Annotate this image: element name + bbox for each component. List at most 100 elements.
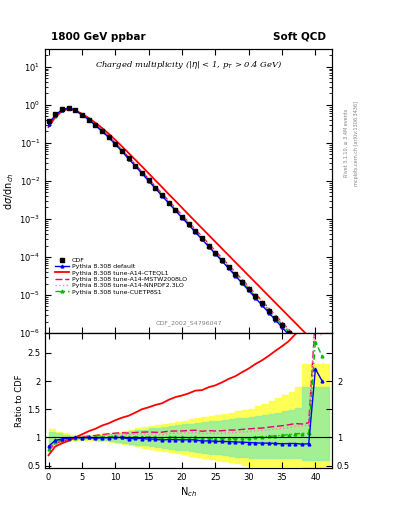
Pythia 8.308 tune-A14-NNPDF2.3LO (180, 212, 184, 219)
Pythia 8.308 tune-A14-CTEQL1 (200, 225, 204, 231)
Pythia 8.308 tune-CUETP8S1 (233, 271, 238, 278)
Pythia 8.308 tune-CUETP8S1 (240, 279, 244, 285)
Pythia 8.308 default (140, 170, 144, 177)
Pythia 8.308 tune-A14-CTEQL1 (253, 280, 258, 286)
Pythia 8.308 tune-CUETP8S1 (79, 112, 84, 118)
CDF (307, 352, 311, 358)
Pythia 8.308 tune-A14-NNPDF2.3LO (166, 198, 171, 204)
Line: Pythia 8.308 tune-A14-MSTW2008LO: Pythia 8.308 tune-A14-MSTW2008LO (48, 109, 322, 365)
Text: Charged multiplicity (|$\eta$| < 1, p$_T$ > 0.4 GeV): Charged multiplicity (|$\eta$| < 1, p$_T… (95, 58, 282, 71)
CDF (286, 330, 291, 336)
CDF (266, 308, 271, 314)
Text: Rivet 3.1.10, ≥ 3.4M events: Rivet 3.1.10, ≥ 3.4M events (344, 109, 349, 178)
Pythia 8.308 tune-A14-MSTW2008LO (99, 127, 104, 133)
Pythia 8.308 default (119, 148, 124, 155)
Pythia 8.308 default (126, 156, 131, 162)
Pythia 8.308 tune-A14-NNPDF2.3LO (59, 108, 64, 114)
Pythia 8.308 tune-A14-CTEQL1 (126, 150, 131, 156)
Pythia 8.308 default (300, 347, 305, 353)
Pythia 8.308 tune-A14-NNPDF2.3LO (133, 162, 138, 168)
Pythia 8.308 default (53, 112, 57, 118)
Pythia 8.308 tune-A14-MSTW2008LO (273, 312, 278, 318)
Pythia 8.308 tune-A14-MSTW2008LO (133, 161, 138, 167)
Pythia 8.308 tune-A14-CTEQL1 (166, 191, 171, 197)
Pythia 8.308 tune-A14-MSTW2008LO (46, 122, 51, 129)
Pythia 8.308 tune-A14-CTEQL1 (300, 327, 305, 333)
Pythia 8.308 tune-A14-NNPDF2.3LO (233, 270, 238, 276)
Pythia 8.308 tune-A14-MSTW2008LO (126, 154, 131, 160)
Pythia 8.308 default (220, 258, 224, 264)
Pythia 8.308 tune-A14-NNPDF2.3LO (320, 362, 325, 369)
Line: CDF: CDF (46, 105, 324, 385)
CDF (320, 379, 325, 386)
Pythia 8.308 default (133, 163, 138, 169)
CDF (180, 214, 184, 220)
Pythia 8.308 tune-A14-NNPDF2.3LO (106, 134, 111, 140)
Pythia 8.308 tune-A14-CTEQL1 (307, 333, 311, 339)
Pythia 8.308 tune-A14-MSTW2008LO (173, 205, 178, 211)
Pythia 8.308 tune-A14-MSTW2008LO (93, 121, 97, 127)
Pythia 8.308 tune-A14-CTEQL1 (46, 124, 51, 130)
Pythia 8.308 tune-A14-MSTW2008LO (79, 112, 84, 118)
Pythia 8.308 tune-A14-CTEQL1 (186, 211, 191, 218)
Pythia 8.308 tune-CUETP8S1 (280, 322, 285, 328)
Pythia 8.308 tune-A14-NNPDF2.3LO (160, 191, 164, 197)
Pythia 8.308 default (260, 302, 264, 308)
Pythia 8.308 tune-A14-MSTW2008LO (160, 190, 164, 197)
Text: mcplots.cern.ch [arXiv:1306.3436]: mcplots.cern.ch [arXiv:1306.3436] (354, 101, 359, 186)
Pythia 8.308 default (246, 287, 251, 293)
Y-axis label: d$\sigma$/dn$_{ch}$: d$\sigma$/dn$_{ch}$ (3, 172, 17, 210)
Pythia 8.308 tune-CUETP8S1 (313, 357, 318, 364)
Pythia 8.308 tune-A14-NNPDF2.3LO (220, 255, 224, 262)
Pythia 8.308 default (206, 244, 211, 250)
CDF (153, 185, 158, 191)
CDF (193, 228, 198, 234)
CDF (146, 177, 151, 183)
Pythia 8.308 tune-A14-MSTW2008LO (213, 248, 218, 254)
CDF (313, 374, 318, 380)
Line: Pythia 8.308 tune-A14-CTEQL1: Pythia 8.308 tune-A14-CTEQL1 (48, 109, 322, 350)
CDF (200, 235, 204, 241)
Pythia 8.308 default (113, 141, 118, 147)
Pythia 8.308 default (153, 185, 158, 191)
Pythia 8.308 tune-A14-CTEQL1 (106, 131, 111, 137)
CDF (206, 243, 211, 249)
CDF (93, 122, 97, 128)
Pythia 8.308 tune-CUETP8S1 (260, 300, 264, 306)
Pythia 8.308 tune-A14-NNPDF2.3LO (313, 355, 318, 361)
CDF (140, 170, 144, 176)
Pythia 8.308 tune-CUETP8S1 (133, 162, 138, 168)
CDF (173, 207, 178, 213)
Pythia 8.308 tune-CUETP8S1 (46, 121, 51, 127)
Line: Pythia 8.308 tune-CUETP8S1: Pythia 8.308 tune-CUETP8S1 (47, 107, 323, 369)
Pythia 8.308 tune-A14-MSTW2008LO (59, 108, 64, 114)
Pythia 8.308 tune-A14-MSTW2008LO (266, 305, 271, 311)
Pythia 8.308 tune-A14-NNPDF2.3LO (280, 320, 285, 326)
Pythia 8.308 tune-CUETP8S1 (93, 122, 97, 128)
Pythia 8.308 default (293, 339, 298, 345)
Pythia 8.308 tune-A14-NNPDF2.3LO (46, 122, 51, 128)
Pythia 8.308 tune-A14-MSTW2008LO (153, 183, 158, 189)
Pythia 8.308 tune-CUETP8S1 (99, 128, 104, 134)
Pythia 8.308 tune-A14-MSTW2008LO (166, 198, 171, 204)
X-axis label: N$_{ch}$: N$_{ch}$ (180, 485, 197, 499)
Pythia 8.308 tune-A14-NNPDF2.3LO (79, 112, 84, 118)
Pythia 8.308 tune-A14-MSTW2008LO (119, 147, 124, 153)
CDF (273, 315, 278, 321)
CDF (53, 111, 57, 117)
Pythia 8.308 tune-A14-MSTW2008LO (300, 341, 305, 347)
Line: Pythia 8.308 tune-A14-NNPDF2.3LO: Pythia 8.308 tune-A14-NNPDF2.3LO (48, 109, 322, 366)
CDF (86, 117, 91, 123)
Pythia 8.308 tune-A14-CTEQL1 (246, 272, 251, 279)
Pythia 8.308 tune-A14-MSTW2008LO (246, 284, 251, 290)
Legend: CDF, Pythia 8.308 default, Pythia 8.308 tune-A14-CTEQL1, Pythia 8.308 tune-A14-M: CDF, Pythia 8.308 default, Pythia 8.308 … (54, 257, 188, 296)
Pythia 8.308 tune-A14-MSTW2008LO (73, 107, 77, 113)
Text: 1800 GeV ppbar: 1800 GeV ppbar (51, 32, 145, 41)
CDF (133, 163, 138, 169)
Pythia 8.308 tune-A14-NNPDF2.3LO (186, 220, 191, 226)
Pythia 8.308 tune-A14-MSTW2008LO (233, 269, 238, 275)
Pythia 8.308 tune-A14-MSTW2008LO (240, 276, 244, 283)
Pythia 8.308 tune-CUETP8S1 (166, 199, 171, 205)
Pythia 8.308 tune-A14-CTEQL1 (86, 115, 91, 121)
CDF (260, 301, 264, 307)
